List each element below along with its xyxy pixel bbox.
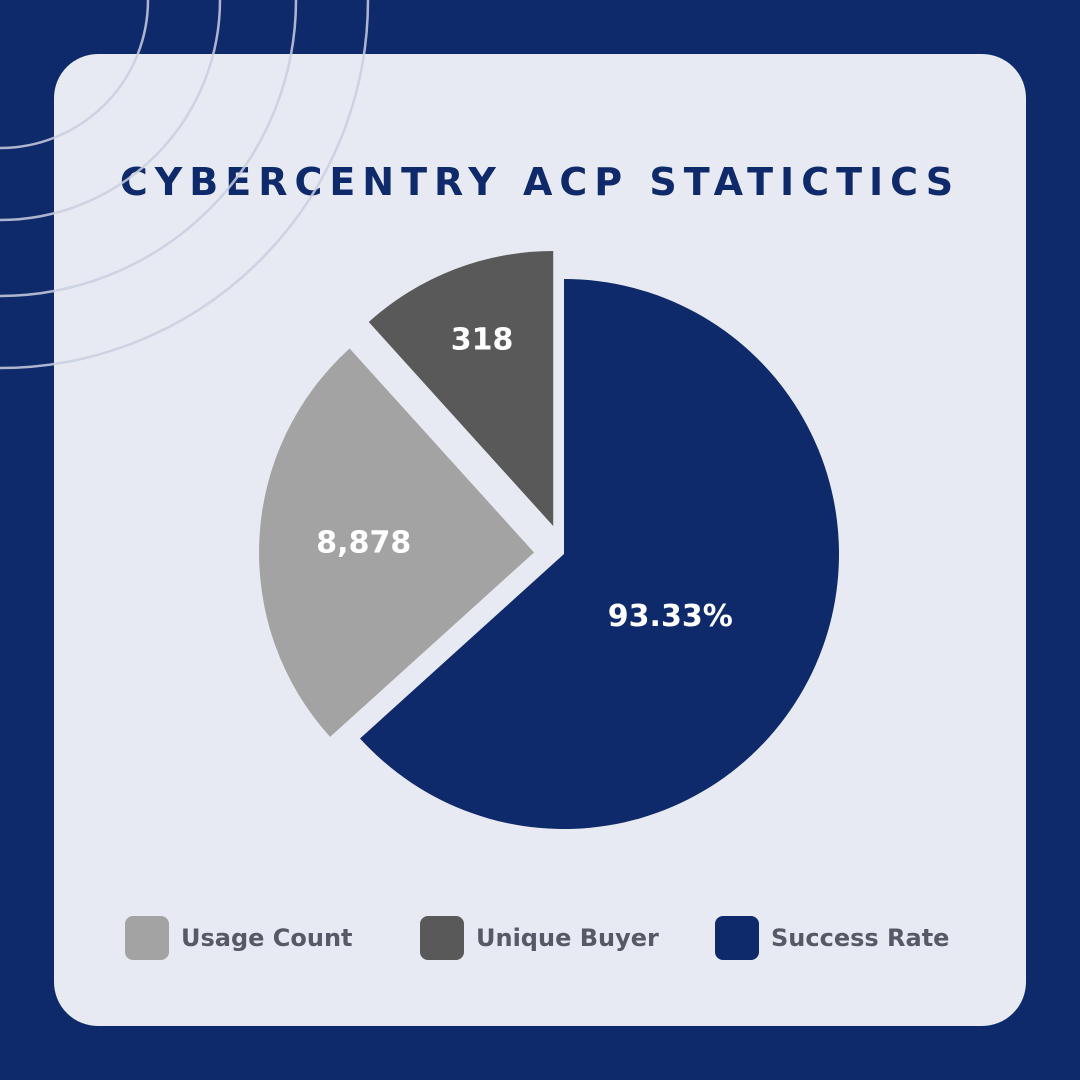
chart-legend: Usage Count Unique Buyer Success Rate [0, 910, 1080, 970]
slice-label-unique-buyer: 318 [451, 323, 514, 358]
slice-unique-buyer [368, 251, 554, 527]
legend-item-success-rate: Success Rate [715, 916, 949, 960]
slice-usage-count [259, 348, 535, 737]
legend-label: Unique Buyer [476, 924, 659, 952]
legend-swatch [715, 916, 759, 960]
legend-label: Usage Count [181, 924, 353, 952]
slice-label-usage-count: 8,878 [316, 525, 411, 560]
legend-label: Success Rate [771, 924, 950, 952]
slice-label-success-rate: 93.33% [608, 599, 733, 634]
legend-item-usage-count: Usage Count [125, 916, 353, 960]
slice-success-rate [360, 279, 840, 830]
legend-item-unique-buyer: Unique Buyer [420, 916, 659, 960]
legend-swatch [420, 916, 464, 960]
legend-swatch [125, 916, 169, 960]
